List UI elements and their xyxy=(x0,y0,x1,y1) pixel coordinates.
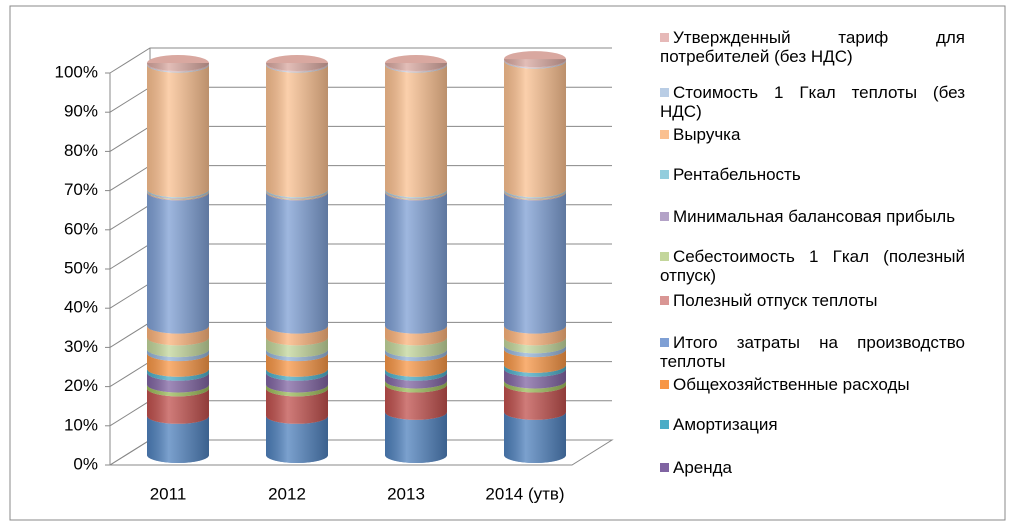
cylinder-shade xyxy=(266,63,328,463)
legend-swatch xyxy=(660,88,669,97)
y-tick-label: 0% xyxy=(73,454,98,473)
legend-swatch xyxy=(660,170,669,179)
x-tick-label: 2012 xyxy=(268,484,306,503)
x-tick-label: 2014 (утв) xyxy=(485,484,564,503)
legend-item: Полезный отпуск теплоты xyxy=(660,291,965,310)
legend-label: Общехозяйственные расходы xyxy=(673,375,910,394)
floor xyxy=(108,439,614,466)
y-tick-label: 40% xyxy=(64,298,98,317)
legend-label: Аренда xyxy=(673,458,733,477)
legend-item: Итого затраты на производство теплоты xyxy=(660,333,965,371)
y-tick-label: 90% xyxy=(64,102,98,121)
legend-item: Общехозяйственные расходы xyxy=(660,375,965,394)
legend-item: Стоимость 1 Гкал теплоты (без НДС) xyxy=(660,83,965,121)
y-tick-label: 10% xyxy=(64,415,98,434)
grid-line xyxy=(109,47,612,74)
cylinder-shade xyxy=(147,63,209,463)
legend-item: Минимальная балансовая прибыль xyxy=(660,207,965,226)
cylinder-shade xyxy=(504,59,566,463)
y-tick-label: 20% xyxy=(64,376,98,395)
legend-item: Амортизация xyxy=(660,415,965,434)
x-tick-label: 2011 xyxy=(150,484,187,503)
legend-swatch xyxy=(660,296,669,305)
legend-swatch xyxy=(660,252,669,261)
y-tick-label: 80% xyxy=(64,141,98,160)
legend-label: Рентабельность xyxy=(673,165,801,184)
legend-label: Минимальная балансовая прибыль xyxy=(673,207,956,226)
legend-item: Выручка xyxy=(660,125,965,144)
legend-item: Утвержденный тариф для потребителей (без… xyxy=(660,28,965,66)
legend-label: Амортизация xyxy=(673,415,778,434)
legend-label: Полезный отпуск теплоты xyxy=(673,291,878,310)
legend-item: Рентабельность xyxy=(660,165,965,184)
legend-label: Утвержденный тариф для потребителей (без… xyxy=(660,28,965,66)
legend-swatch xyxy=(660,130,669,139)
legend-label: Стоимость 1 Гкал теплоты (без НДС) xyxy=(660,83,965,121)
legend-swatch xyxy=(660,380,669,389)
y-tick-label: 30% xyxy=(64,337,98,356)
legend-swatch xyxy=(660,338,669,347)
x-tick-label: 2013 xyxy=(387,484,425,503)
legend-item: Себестоимость 1 Гкал (полезный отпуск) xyxy=(660,247,965,285)
legend-label: Итого затраты на производство теплоты xyxy=(660,333,965,371)
legend-swatch xyxy=(660,33,669,42)
legend-label: Себестоимость 1 Гкал (полезный отпуск) xyxy=(660,247,965,285)
legend-swatch xyxy=(660,463,669,472)
chart-border xyxy=(9,5,1006,521)
legend-swatch xyxy=(660,212,669,221)
legend-item: Аренда xyxy=(660,458,965,477)
cylinder-shade xyxy=(385,63,447,463)
y-tick-label: 60% xyxy=(64,219,98,238)
legend-label: Выручка xyxy=(673,125,741,144)
y-tick-label: 50% xyxy=(64,258,98,277)
y-tick-label: 70% xyxy=(64,180,98,199)
y-tick-label: 100% xyxy=(55,62,98,81)
legend-swatch xyxy=(660,420,669,429)
